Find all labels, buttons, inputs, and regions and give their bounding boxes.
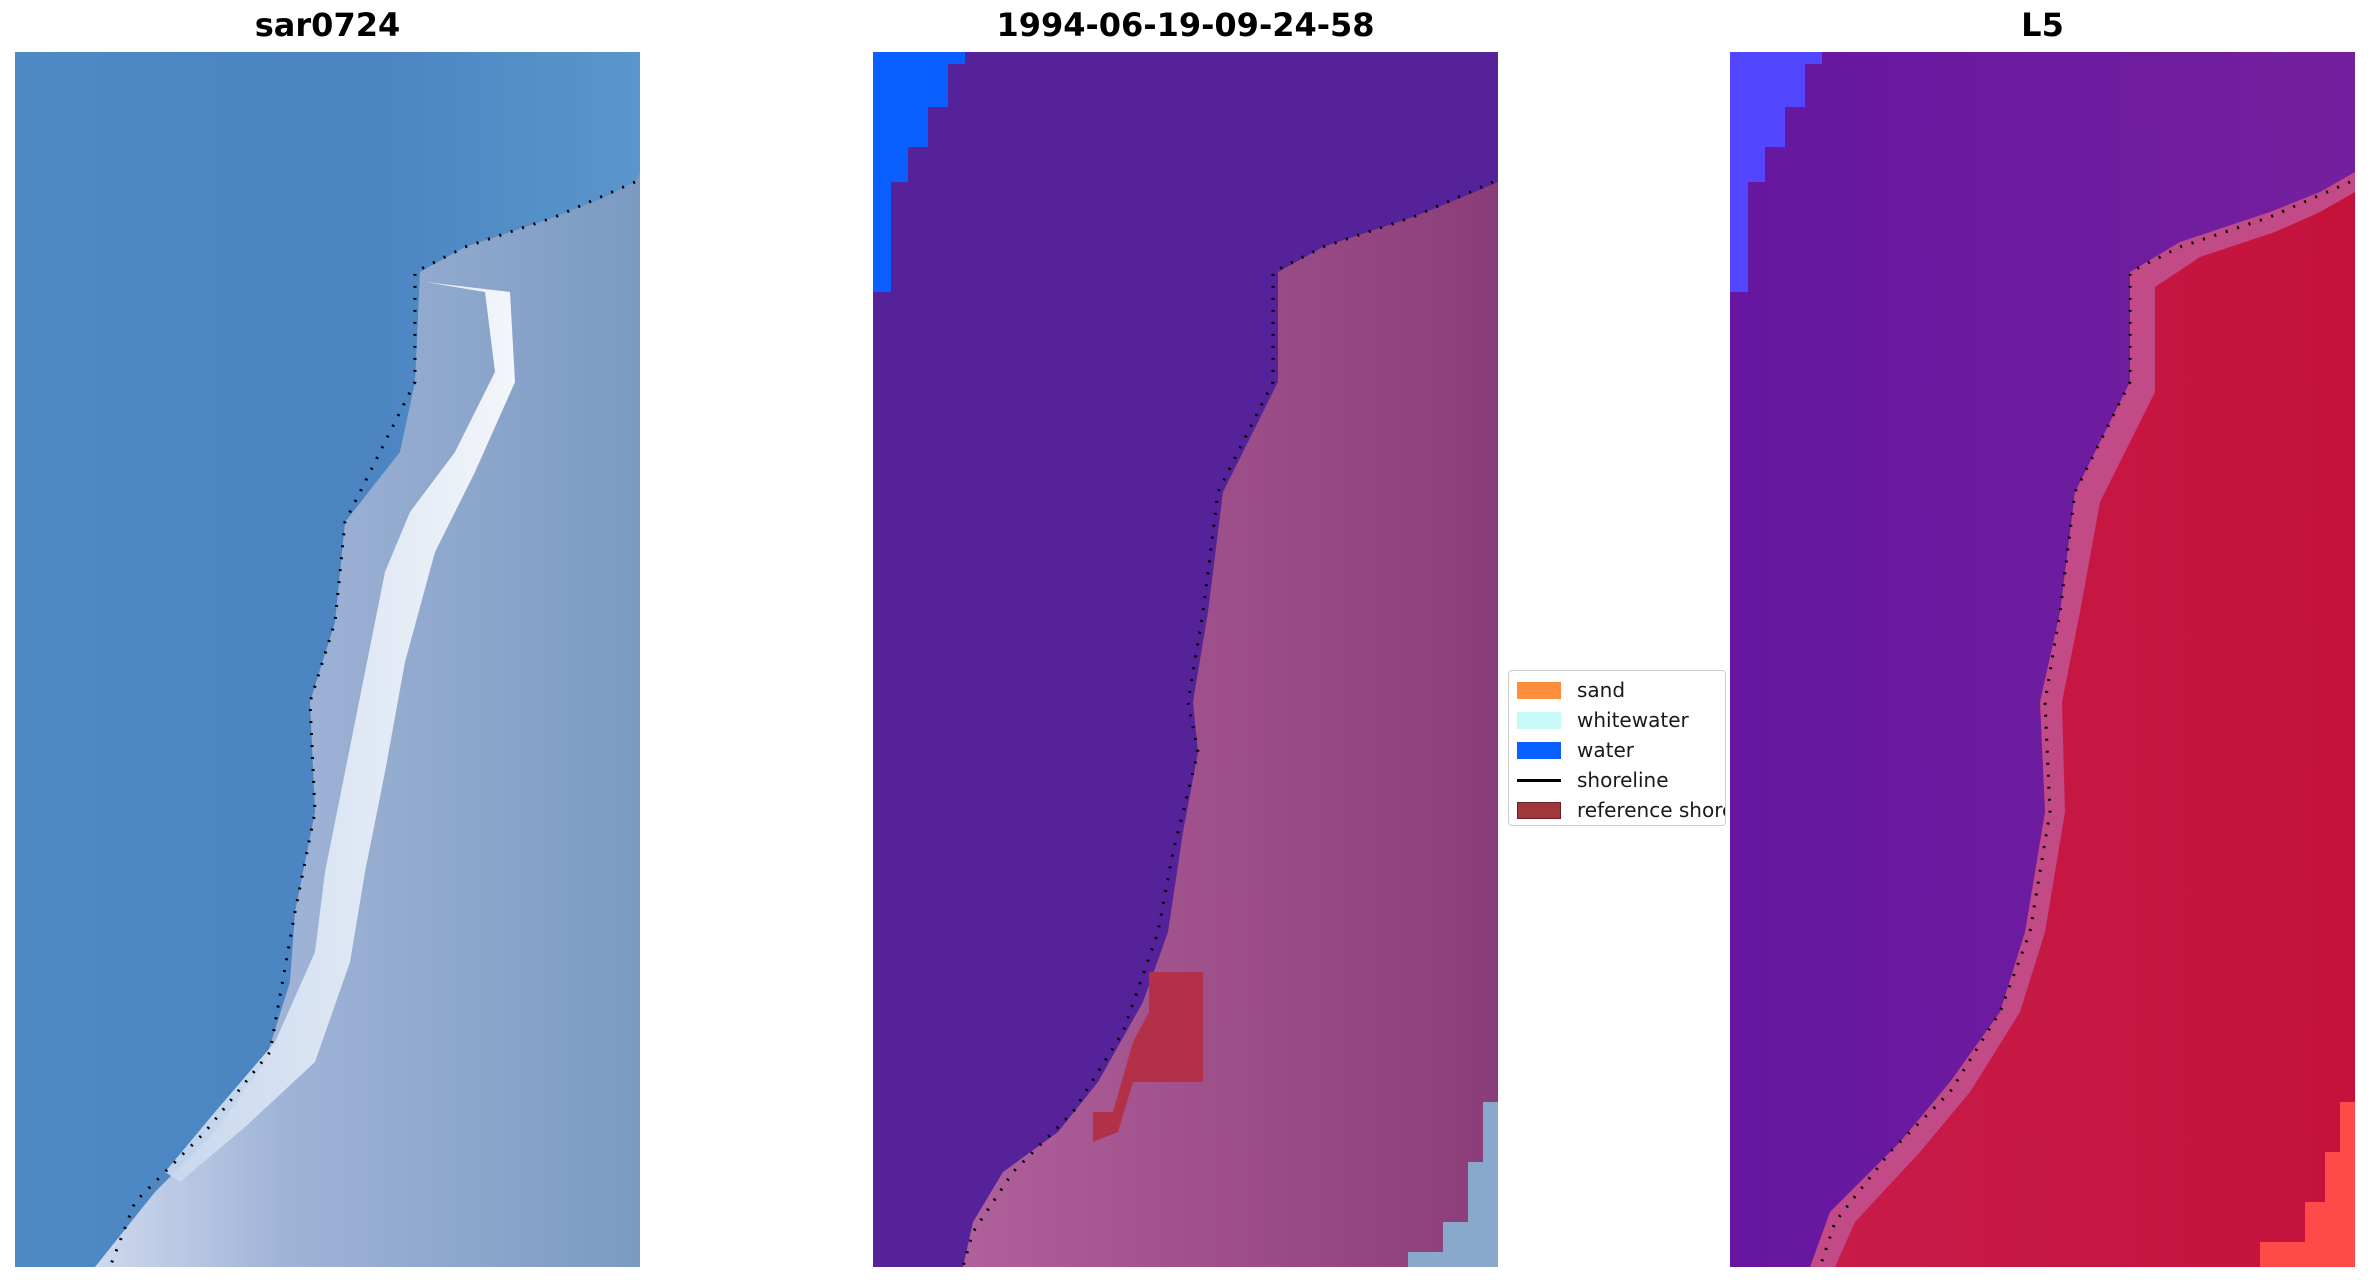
legend-item-whitewater: whitewater: [1517, 708, 1689, 732]
index-image: [1730, 52, 2355, 1267]
shoreline-line-swatch: [1517, 778, 1561, 782]
rgb-image: [15, 52, 640, 1267]
legend-item-shoreline: shoreline: [1517, 768, 1669, 792]
panel-title-rgb: sar0724: [254, 6, 401, 44]
legend-label-shoreline: shoreline: [1577, 768, 1669, 792]
classified-image-panel: [873, 52, 1498, 1267]
legend-item-reference-shoreline-buffer: reference shoreline buffer: [1517, 798, 1725, 822]
legend-label-sand: sand: [1577, 678, 1626, 702]
legend-label-reference-shoreline-buffer: reference shoreline buffer: [1577, 798, 1725, 822]
sand-swatch: [1517, 681, 1561, 699]
classified-image: [873, 52, 1498, 1267]
legend: sand whitewater water shoreline referenc…: [1508, 670, 1726, 826]
whitewater-swatch: [1517, 711, 1561, 729]
legend-label-water: water: [1577, 738, 1634, 762]
legend-item-water: water: [1517, 738, 1634, 762]
legend-item-sand: sand: [1517, 678, 1625, 702]
reference-shoreline-buffer-swatch: [1517, 801, 1561, 819]
water-swatch: [1517, 741, 1561, 759]
index-image-panel: [1730, 52, 2355, 1267]
legend-label-whitewater: whitewater: [1577, 708, 1689, 732]
panel-title-index: L5: [2021, 6, 2064, 44]
panel-title-classified: 1994-06-19-09-24-58: [996, 6, 1375, 44]
rgb-image-panel: [15, 52, 640, 1267]
